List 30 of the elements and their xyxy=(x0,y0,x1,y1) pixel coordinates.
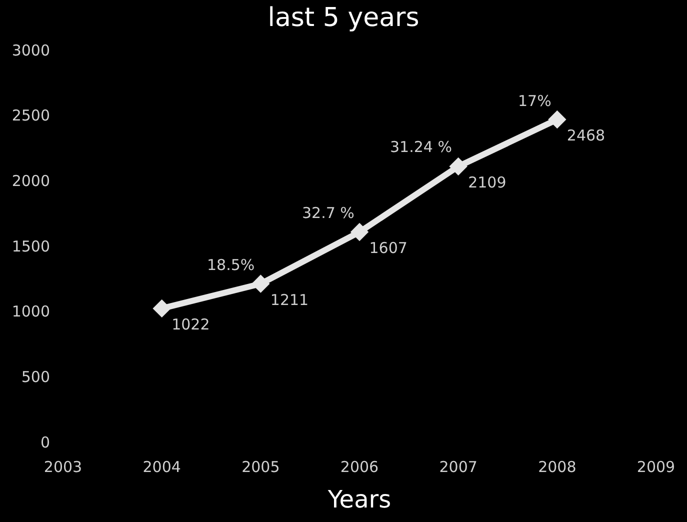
point xyxy=(548,110,566,129)
point xyxy=(449,157,468,176)
x-tick-label: 2003 xyxy=(44,458,82,476)
data-label: 2109 xyxy=(468,173,506,192)
x-axis-title: Years xyxy=(326,485,392,514)
x-tick-label: 2008 xyxy=(538,458,576,476)
y-tick-label: 2500 xyxy=(12,106,50,125)
x-tick-label: 2007 xyxy=(439,458,478,476)
point xyxy=(350,222,369,242)
x-tick-label: 2006 xyxy=(340,458,379,476)
y-tick-label: 500 xyxy=(21,368,50,386)
chart-title: last 5 years xyxy=(268,3,420,34)
y-tick-label: 2000 xyxy=(12,172,50,190)
x-tick-label: 2005 xyxy=(242,458,280,476)
point xyxy=(252,274,270,293)
data-label: 1022 xyxy=(172,315,210,334)
data-label: 1211 xyxy=(270,290,309,309)
y-tick-label: 1500 xyxy=(12,237,50,256)
x-tick-label: 2004 xyxy=(142,458,181,476)
point xyxy=(152,299,171,318)
data-label: 2468 xyxy=(566,126,606,145)
y-tick-label: 3000 xyxy=(12,41,50,60)
y-tick-label: 0 xyxy=(40,433,50,452)
annotation: 18.5% xyxy=(207,256,255,274)
data-label: 1607 xyxy=(369,239,408,258)
x-tick-label: 2009 xyxy=(636,458,676,476)
annotation: 17% xyxy=(518,92,552,110)
annotation: 32.7 % xyxy=(302,204,354,222)
y-tick-label: 1000 xyxy=(12,302,50,321)
annotation: 31.24 % xyxy=(390,138,452,156)
